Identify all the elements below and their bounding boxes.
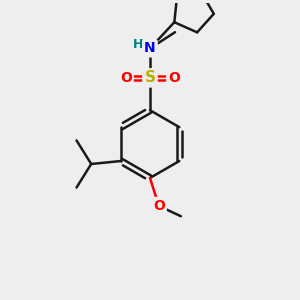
Text: S: S bbox=[145, 70, 155, 86]
Text: O: O bbox=[168, 71, 180, 85]
Text: N: N bbox=[144, 41, 156, 56]
Text: H: H bbox=[132, 38, 143, 50]
Text: O: O bbox=[153, 199, 165, 213]
Text: O: O bbox=[120, 71, 132, 85]
